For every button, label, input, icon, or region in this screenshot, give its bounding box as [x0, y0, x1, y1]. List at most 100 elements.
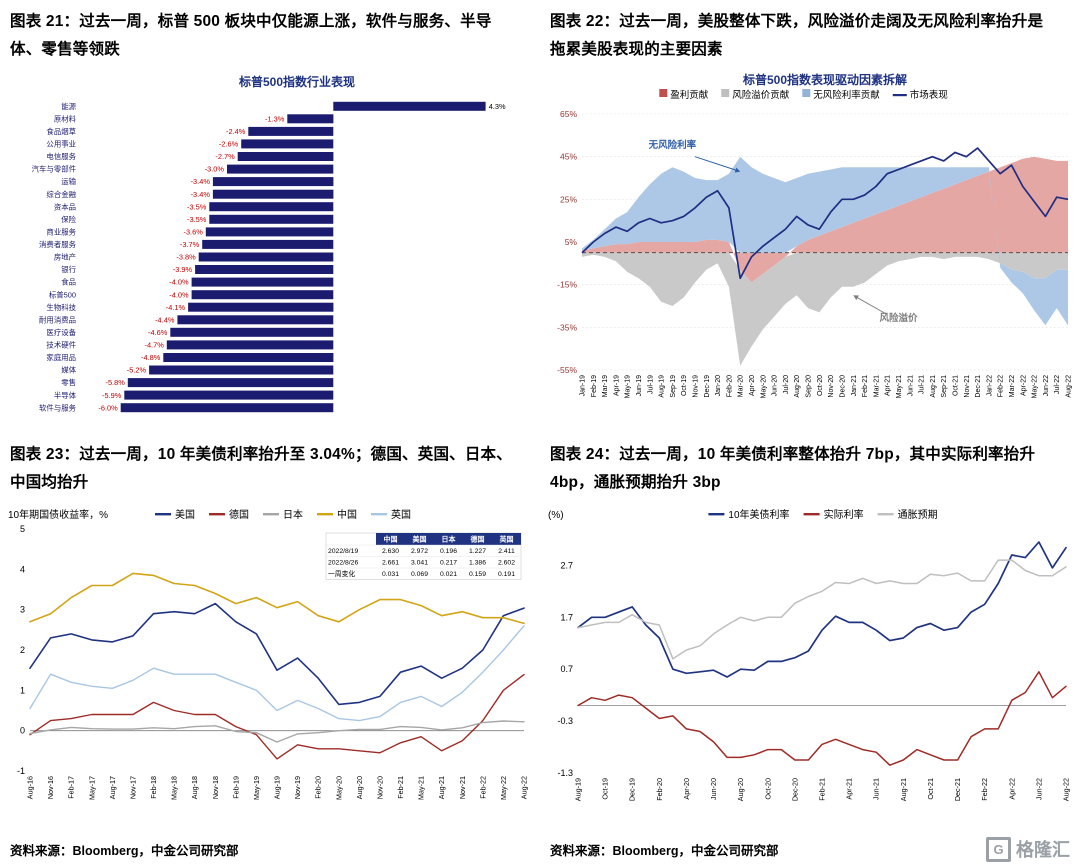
bar-19 [166, 340, 334, 350]
svg-text:综合金融: 综合金融 [46, 190, 76, 199]
svg-text:May-20: May-20 [334, 776, 343, 800]
svg-text:1: 1 [20, 685, 25, 695]
svg-text:美国: 美国 [413, 535, 427, 544]
svg-text:-2.4%: -2.4% [226, 127, 246, 136]
svg-text:标普500: 标普500 [49, 290, 76, 299]
svg-text:Oct-19: Oct-19 [681, 375, 688, 396]
svg-text:Dec-20: Dec-20 [840, 375, 847, 398]
svg-text:0.7: 0.7 [560, 664, 573, 674]
svg-text:医疗设备: 医疗设备 [46, 328, 76, 337]
svg-text:-4.1%: -4.1% [166, 303, 186, 312]
svg-text:Jan-20: Jan-20 [715, 375, 722, 397]
svg-text:2.630: 2.630 [382, 548, 399, 555]
svg-text:2022/8/26: 2022/8/26 [328, 560, 358, 567]
svg-text:Nov-18: Nov-18 [211, 776, 220, 799]
svg-text:Jun-21: Jun-21 [872, 778, 881, 800]
figure-24-panel: 图表 24：过去一周，10 年美债利率整体抬升 7bp，其中实际利率抬升 4bp… [540, 433, 1080, 867]
svg-text:Oct-19: Oct-19 [601, 778, 610, 800]
svg-text:Aug-19: Aug-19 [273, 776, 282, 799]
svg-text:Dec-20: Dec-20 [790, 778, 799, 801]
svg-text:-5.8%: -5.8% [105, 378, 125, 387]
series-uk [29, 625, 525, 722]
gelonghui-logo-icon: G [986, 836, 1011, 862]
svg-text:0.069: 0.069 [411, 571, 428, 578]
svg-text:Nov-20: Nov-20 [828, 375, 835, 398]
svg-text:May-20: May-20 [760, 375, 767, 398]
figure-23-heading: 图表 23：过去一周，10 年美债利率抬升至 3.04%；德国、英国、日本、中国… [10, 446, 512, 491]
svg-text:Dec-21: Dec-21 [975, 375, 982, 398]
svg-text:Nov-20: Nov-20 [375, 776, 384, 799]
series-china [29, 572, 525, 625]
series-breakeven-inflation [577, 559, 1067, 660]
svg-text:-4.8%: -4.8% [141, 353, 161, 362]
svg-text:0.159: 0.159 [469, 571, 486, 578]
svg-text:Jan-21: Jan-21 [851, 375, 858, 397]
svg-text:5: 5 [20, 524, 25, 534]
svg-text:Nov-19: Nov-19 [293, 776, 302, 799]
svg-text:May-18: May-18 [170, 776, 179, 800]
svg-text:Jun-22: Jun-22 [1043, 375, 1050, 397]
us-10y-decomposition-chart: (%) 10年美债利率 实际利率 通胀预期 2.7 1.7 0.7 -0.3 -1.3Aug-1… [548, 508, 1071, 801]
svg-text:Feb-21: Feb-21 [862, 375, 869, 397]
svg-text:保险: 保险 [61, 215, 76, 224]
bar-24 [120, 403, 334, 413]
svg-text:Aug-18: Aug-18 [190, 776, 199, 799]
svg-text:食品: 食品 [61, 278, 76, 287]
svg-text:Oct-20: Oct-20 [817, 375, 824, 396]
svg-text:2022/8/19: 2022/8/19 [328, 548, 358, 555]
svg-text:-4.0%: -4.0% [169, 290, 189, 299]
svg-text:-1: -1 [17, 766, 25, 776]
svg-text:消费者服务: 消费者服务 [39, 240, 77, 249]
svg-text:商业服务: 商业服务 [46, 228, 76, 237]
svg-text:Jan-19: Jan-19 [580, 375, 587, 397]
svg-text:Aug-16: Aug-16 [26, 776, 35, 799]
svg-text:-0.3: -0.3 [557, 716, 573, 726]
svg-text:Nov-17: Nov-17 [128, 776, 137, 799]
svg-text:Apr-20: Apr-20 [749, 375, 756, 396]
svg-text:-35%: -35% [557, 322, 577, 332]
chart-title: 标普500指数表现驱动因素拆解 [742, 72, 907, 87]
svg-text:日本: 日本 [442, 535, 456, 544]
svg-text:-3.5%: -3.5% [187, 202, 207, 211]
svg-text:-3.4%: -3.4% [191, 177, 211, 186]
svg-text:Aug-20: Aug-20 [355, 776, 364, 799]
bar-1 [287, 114, 334, 124]
svg-text:电信服务: 电信服务 [46, 152, 76, 161]
svg-text:Feb-20: Feb-20 [726, 375, 733, 397]
annotation-无风险利率: 无风险利率 [648, 139, 697, 151]
svg-text:英国: 英国 [499, 535, 514, 544]
svg-text:Mar-20: Mar-20 [738, 375, 745, 397]
svg-text:3.041: 3.041 [411, 560, 428, 567]
svg-text:1.7: 1.7 [560, 612, 573, 622]
svg-text:0: 0 [20, 726, 25, 736]
svg-text:2: 2 [20, 645, 25, 655]
svg-text:-1.3%: -1.3% [265, 114, 285, 123]
svg-text:May-22: May-22 [499, 776, 508, 800]
bar-11 [202, 239, 334, 249]
svg-text:May-21: May-21 [896, 375, 903, 398]
svg-text:Apr-22: Apr-22 [1007, 778, 1016, 800]
svg-text:1.386: 1.386 [469, 560, 486, 567]
bar-0 [333, 101, 486, 111]
series-market [581, 147, 1069, 280]
svg-text:Jun-19: Jun-19 [636, 375, 643, 397]
svg-text:-3.9%: -3.9% [173, 265, 193, 274]
svg-text:日本: 日本 [283, 508, 303, 521]
bar-14 [191, 277, 334, 287]
svg-text:25%: 25% [560, 194, 577, 204]
svg-text:May-17: May-17 [87, 776, 96, 800]
bar-2 [248, 126, 334, 136]
svg-text:Feb-21: Feb-21 [818, 778, 827, 801]
svg-text:-4.7%: -4.7% [144, 341, 164, 350]
svg-text:德国: 德国 [229, 508, 249, 521]
bar-10 [205, 227, 334, 237]
svg-text:Aug-22: Aug-22 [1066, 375, 1073, 398]
svg-text:技术硬件: 技术硬件 [46, 341, 76, 350]
svg-text:Mar-19: Mar-19 [602, 375, 609, 397]
svg-text:Feb-22: Feb-22 [998, 375, 1005, 397]
svg-text:-5.2%: -5.2% [127, 366, 147, 375]
svg-text:食品烟草: 食品烟草 [46, 127, 76, 136]
svg-text:-55%: -55% [557, 365, 577, 375]
